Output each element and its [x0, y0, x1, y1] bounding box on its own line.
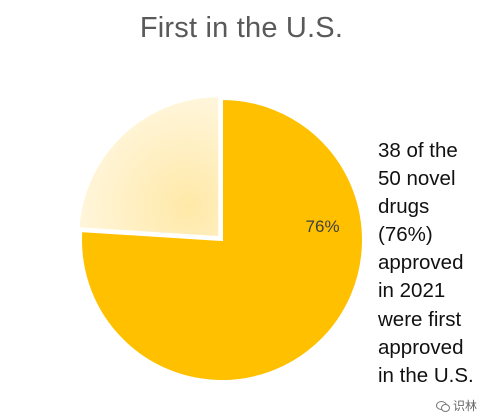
slice-label: 76% — [306, 217, 340, 236]
annotation-text: 38 of the 50 novel drugs (76%) approved … — [378, 137, 478, 390]
annotation-line: approved — [378, 251, 464, 275]
annotation-line: (76%) — [378, 223, 433, 247]
pie-slice — [80, 97, 364, 382]
annotation-line: in the U.S. — [378, 363, 474, 387]
annotation-line: drugs — [378, 195, 430, 219]
annotation-line: 38 of the — [378, 139, 458, 162]
watermark: 识林 — [435, 397, 477, 414]
watermark-text: 识林 — [452, 399, 477, 413]
annotation-line: 50 novel — [378, 167, 456, 191]
pie-slice — [77, 95, 221, 239]
annotation-line: approved — [378, 335, 464, 359]
annotation-line: in 2021 — [378, 279, 446, 303]
annotation-line: were first — [378, 307, 462, 331]
chat-bubble-icon — [435, 400, 450, 412]
chart-title: First in the U.S. — [139, 12, 344, 44]
